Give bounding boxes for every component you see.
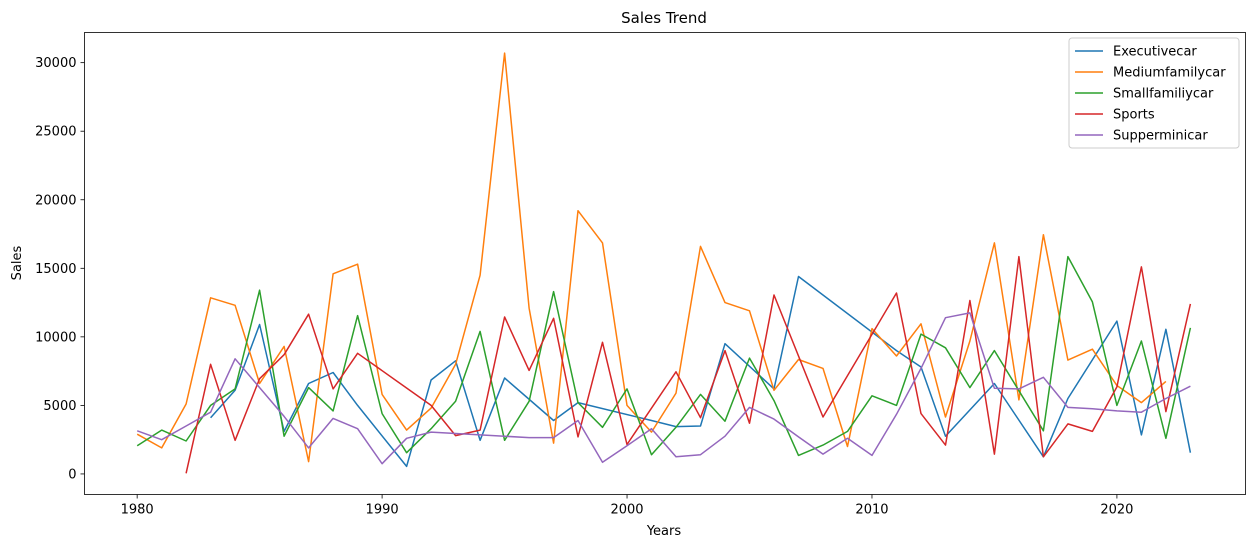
- y-tick-label: 10000: [35, 330, 76, 345]
- x-tick-label: 2010: [855, 503, 888, 518]
- y-tick-label: 25000: [35, 125, 76, 140]
- series-line-supperminicar: [136, 312, 1191, 465]
- legend-label: Sports: [1113, 108, 1155, 123]
- series-line-mediumfamilycar: [136, 52, 1167, 463]
- y-tick-label: 30000: [35, 56, 76, 71]
- y-tick-label: 0: [68, 467, 76, 482]
- y-tick-label: 5000: [43, 399, 76, 414]
- series-line-smallfamiliycar: [136, 255, 1192, 457]
- x-tick-label: 2020: [1100, 503, 1133, 518]
- x-axis: 1980 1990 2000 2010 2020: [121, 494, 1133, 518]
- y-axis: 0 5000 10000 15000 20000 25000 30000: [35, 56, 85, 482]
- chart-title: Sales Trend: [621, 9, 707, 27]
- x-tick-label: 1980: [121, 503, 154, 518]
- x-tick-label: 2000: [610, 503, 643, 518]
- legend-label: Mediumfamilycar: [1113, 66, 1226, 81]
- y-tick-label: 20000: [35, 193, 76, 208]
- x-tick-label: 1990: [366, 503, 399, 518]
- plot-frame: [84, 32, 1246, 495]
- series-line-sports: [185, 255, 1192, 474]
- legend: Executivecar Mediumfamilycar Smallfamiliyc…: [1068, 37, 1240, 149]
- y-tick-label: 15000: [35, 262, 76, 277]
- plot-lines: [136, 52, 1192, 474]
- legend-label: Executivecar: [1113, 45, 1197, 60]
- legend-box: [1068, 37, 1240, 149]
- x-axis-label: Years: [646, 524, 682, 539]
- y-axis-label: Sales: [10, 245, 25, 280]
- legend-label: Smallfamiliycar: [1113, 87, 1214, 102]
- series-line-executivecar: [210, 275, 1192, 468]
- legend-label: Supperminicar: [1113, 129, 1208, 144]
